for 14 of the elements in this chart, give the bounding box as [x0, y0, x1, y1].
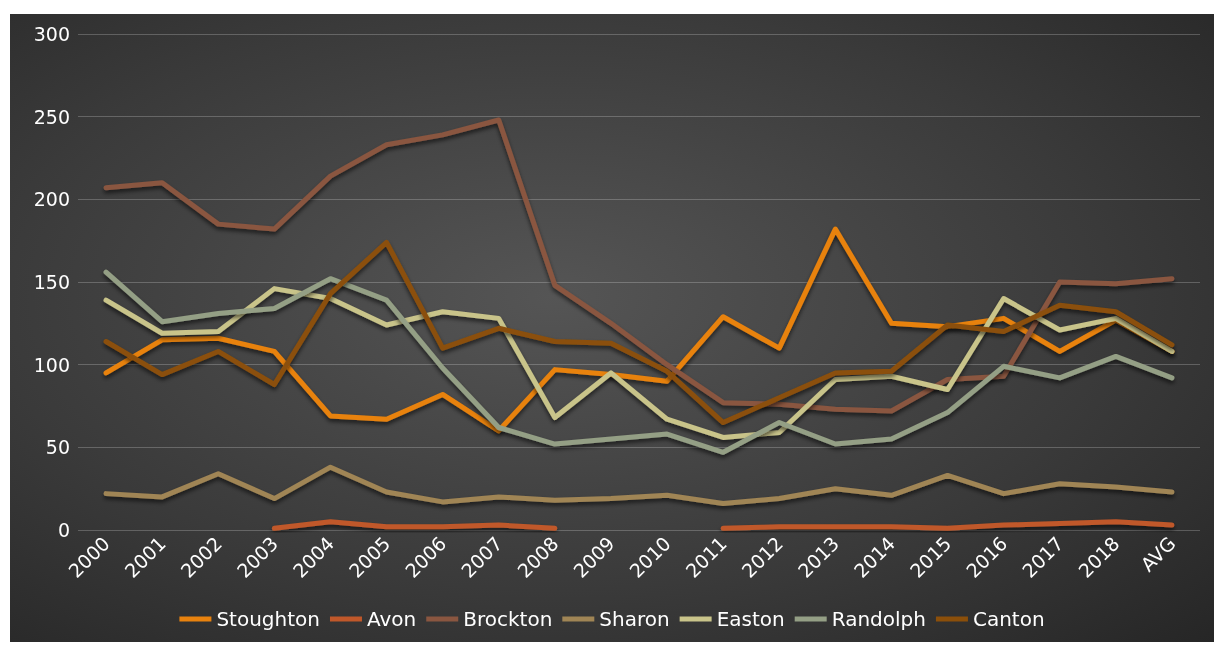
legend-label: Avon — [366, 607, 417, 631]
y-tick-label: 50 — [45, 436, 70, 459]
legend-label: Brockton — [463, 607, 553, 631]
y-tick-label: 200 — [33, 188, 70, 211]
y-tick-label: 0 — [57, 519, 70, 541]
legend-label: Randolph — [831, 607, 926, 631]
legend-label: Canton — [972, 607, 1045, 631]
y-tick-label: 300 — [33, 23, 70, 45]
y-tick-label: 250 — [33, 105, 70, 128]
legend-label: Easton — [716, 607, 785, 631]
legend-label: Stoughton — [216, 607, 320, 631]
y-tick-label: 150 — [33, 271, 70, 293]
y-tick-label: 100 — [33, 353, 70, 376]
legend-label: Sharon — [599, 607, 670, 631]
